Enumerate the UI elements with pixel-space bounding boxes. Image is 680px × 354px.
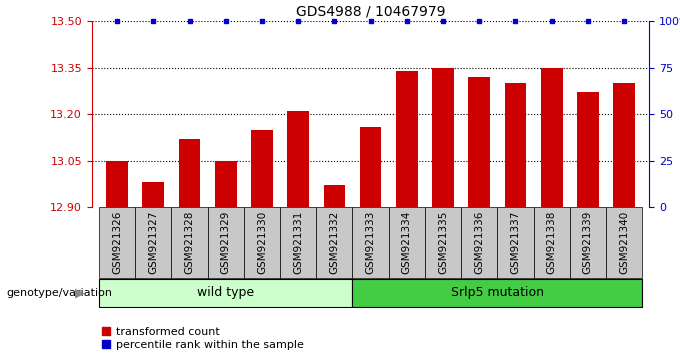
Title: GDS4988 / 10467979: GDS4988 / 10467979 bbox=[296, 5, 445, 19]
Text: genotype/variation: genotype/variation bbox=[7, 288, 113, 298]
Bar bbox=[469, 77, 490, 207]
Bar bbox=[106, 161, 128, 207]
Bar bbox=[288, 111, 309, 207]
FancyBboxPatch shape bbox=[99, 279, 352, 307]
Text: GSM921337: GSM921337 bbox=[511, 211, 520, 274]
FancyBboxPatch shape bbox=[425, 207, 461, 278]
FancyBboxPatch shape bbox=[461, 207, 497, 278]
Bar bbox=[179, 139, 201, 207]
FancyBboxPatch shape bbox=[171, 207, 207, 278]
Bar bbox=[613, 83, 635, 207]
Text: GSM921338: GSM921338 bbox=[547, 211, 557, 274]
FancyBboxPatch shape bbox=[534, 207, 570, 278]
Bar bbox=[215, 161, 237, 207]
Bar bbox=[251, 130, 273, 207]
Text: wild type: wild type bbox=[197, 286, 254, 299]
Bar bbox=[505, 83, 526, 207]
Text: ▶: ▶ bbox=[75, 286, 85, 299]
Text: GSM921340: GSM921340 bbox=[619, 211, 629, 274]
Text: GSM921335: GSM921335 bbox=[438, 211, 448, 274]
FancyBboxPatch shape bbox=[244, 207, 280, 278]
FancyBboxPatch shape bbox=[352, 279, 642, 307]
Text: GSM921333: GSM921333 bbox=[366, 211, 375, 274]
Text: GSM921329: GSM921329 bbox=[221, 211, 231, 274]
Legend: transformed count, percentile rank within the sample: transformed count, percentile rank withi… bbox=[97, 322, 309, 354]
FancyBboxPatch shape bbox=[606, 207, 642, 278]
FancyBboxPatch shape bbox=[207, 207, 244, 278]
Text: GSM921332: GSM921332 bbox=[329, 211, 339, 274]
Text: Srlp5 mutation: Srlp5 mutation bbox=[451, 286, 544, 299]
FancyBboxPatch shape bbox=[280, 207, 316, 278]
Text: GSM921336: GSM921336 bbox=[474, 211, 484, 274]
FancyBboxPatch shape bbox=[497, 207, 534, 278]
FancyBboxPatch shape bbox=[316, 207, 352, 278]
Text: GSM921326: GSM921326 bbox=[112, 211, 122, 274]
Bar bbox=[396, 71, 418, 207]
Bar bbox=[360, 127, 381, 207]
FancyBboxPatch shape bbox=[135, 207, 171, 278]
Bar bbox=[324, 185, 345, 207]
Text: GSM921327: GSM921327 bbox=[148, 211, 158, 274]
FancyBboxPatch shape bbox=[99, 207, 135, 278]
Text: GSM921330: GSM921330 bbox=[257, 211, 267, 274]
FancyBboxPatch shape bbox=[389, 207, 425, 278]
Text: GSM921328: GSM921328 bbox=[184, 211, 194, 274]
Bar bbox=[432, 68, 454, 207]
Bar bbox=[577, 92, 598, 207]
Text: GSM921331: GSM921331 bbox=[293, 211, 303, 274]
Bar bbox=[143, 182, 164, 207]
Text: GSM921339: GSM921339 bbox=[583, 211, 593, 274]
FancyBboxPatch shape bbox=[352, 207, 389, 278]
FancyBboxPatch shape bbox=[570, 207, 606, 278]
Bar bbox=[541, 68, 562, 207]
Text: GSM921334: GSM921334 bbox=[402, 211, 412, 274]
